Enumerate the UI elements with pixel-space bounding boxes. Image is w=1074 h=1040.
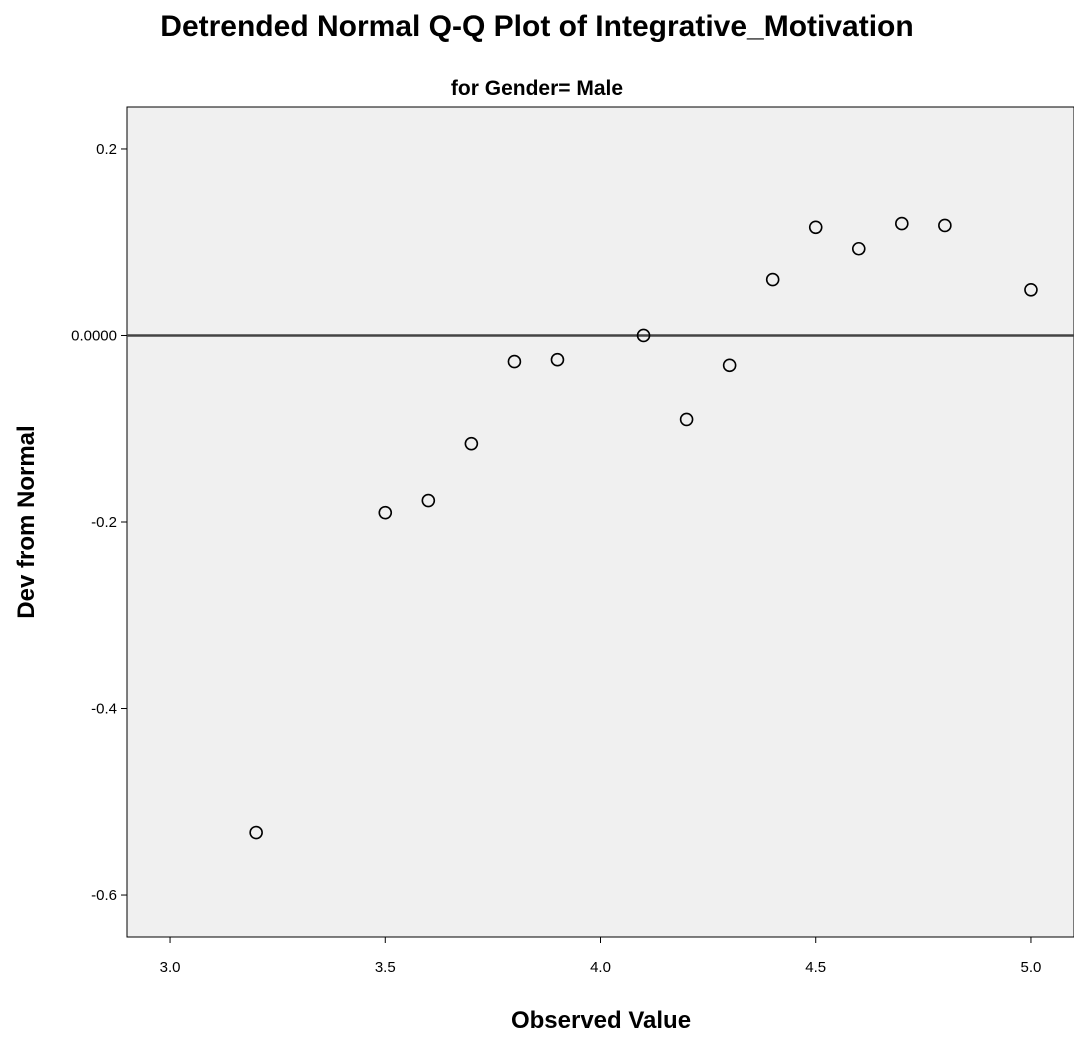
y-axis-ticks: 0.2 0.0000 -0.2 -0.4 -0.6 [71,141,127,904]
data-point [1024,282,1038,297]
data-point [722,358,737,373]
chart-title: Detrended Normal Q-Q Plot of Integrative… [160,10,913,43]
data-point [808,220,823,235]
data-point [938,218,952,233]
data-point [507,354,522,369]
data-point [851,241,866,256]
x-tick-label: 4.0 [590,959,611,976]
data-point [895,216,909,231]
data-point [765,272,780,287]
data-point [550,352,565,367]
data-points [249,216,1038,840]
y-tick-label: -0.6 [91,887,117,904]
plot-area [126,106,1074,938]
y-tick-label: -0.4 [91,701,117,718]
data-point [464,436,479,451]
data-point [421,493,436,508]
y-tick-label: 0.0000 [71,327,117,344]
x-axis-ticks: 3.0 3.5 4.0 4.5 5.0 [160,937,1042,976]
x-tick-label: 3.0 [160,959,181,976]
data-point [249,825,263,840]
x-axis-label: Observed Value [511,1007,691,1034]
data-point [378,505,393,520]
chart-subtitle: for Gender= Male [451,77,623,100]
data-point [679,412,694,427]
x-tick-label: 3.5 [375,959,396,976]
data-point [636,328,651,343]
x-tick-label: 5.0 [1021,959,1042,976]
x-tick-label: 4.5 [805,959,826,976]
y-tick-label: 0.2 [96,141,117,158]
y-axis-label: Dev from Normal [13,425,40,618]
y-tick-label: -0.2 [91,514,117,531]
